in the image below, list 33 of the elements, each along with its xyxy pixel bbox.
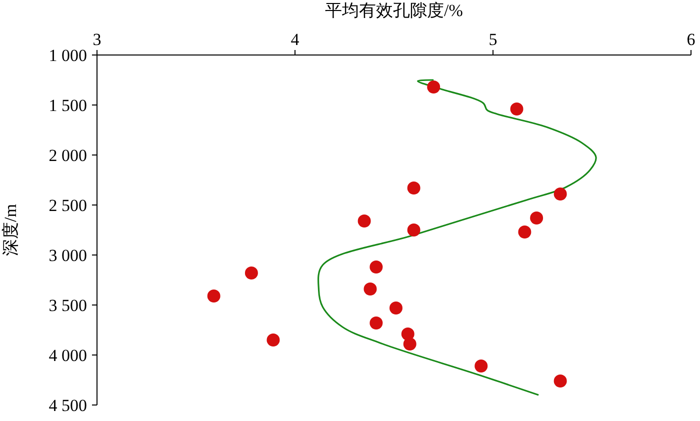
point (358, 214, 371, 228)
point (530, 212, 544, 224)
point (370, 316, 383, 330)
y-tick-label: 4 500 (48, 396, 87, 415)
x-tick-label: 4 (290, 30, 300, 49)
x-axis-title: 平均有效孔隙度/% (325, 1, 463, 20)
x-tick-label: 5 (488, 30, 498, 49)
point (407, 182, 420, 194)
y-tick-label: 1 000 (48, 46, 87, 65)
point (370, 260, 383, 274)
point (389, 302, 402, 314)
point (207, 290, 220, 302)
y-tick-label: 1 500 (48, 96, 87, 115)
point (407, 224, 420, 236)
y-tick-label: 2 500 (48, 196, 87, 215)
x-tick-label: 3 (92, 30, 102, 49)
point (554, 188, 567, 200)
point (364, 282, 377, 296)
point (403, 338, 416, 350)
point (518, 226, 532, 238)
line-series (318, 79, 597, 396)
point (554, 374, 567, 388)
point (266, 334, 280, 346)
x-tick-label: 6 (686, 30, 696, 49)
point (510, 102, 524, 116)
y-tick-label: 4 000 (48, 346, 87, 365)
y-tick-label: 3 000 (48, 246, 87, 265)
y-axis-title: 深度/m (1, 204, 20, 256)
point (474, 360, 488, 372)
y-tick-label: 3 500 (48, 296, 87, 315)
point (244, 266, 258, 280)
point (427, 80, 440, 94)
y-tick-label: 2 000 (48, 146, 87, 165)
